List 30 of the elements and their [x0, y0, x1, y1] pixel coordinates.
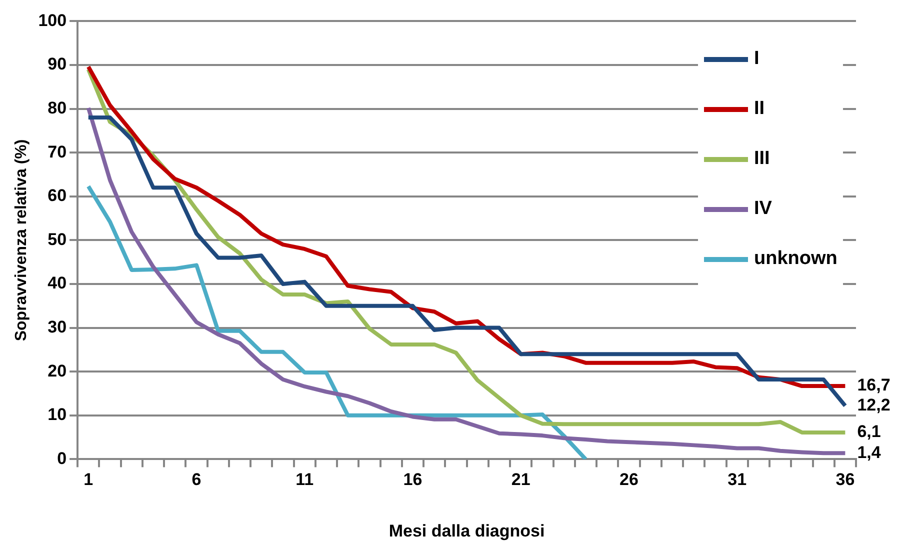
legend-label: IV: [754, 198, 772, 220]
legend-label: unknown: [754, 248, 838, 270]
y-tick-label: 0: [57, 448, 67, 468]
data-label: 6,1: [857, 422, 881, 442]
y-tick-label: 40: [48, 274, 67, 293]
x-tick-label: 26: [619, 470, 638, 490]
legend-label: II: [754, 98, 765, 120]
y-axis-title: Sopravvivenza relativa (%): [13, 139, 30, 342]
y-tick-label: 20: [48, 361, 67, 380]
x-tick-label: 6: [192, 470, 202, 490]
x-tick-label: 11: [296, 470, 314, 490]
y-tick-label: 60: [48, 186, 67, 206]
data-label: 1,4: [857, 442, 882, 462]
y-tick-label: 30: [48, 317, 67, 336]
x-tick-label: 1: [84, 470, 94, 490]
y-tick-label: 50: [48, 230, 67, 249]
y-tick-label: 80: [48, 98, 67, 118]
legend-label: III: [754, 148, 770, 170]
y-tick-label: 90: [48, 54, 67, 74]
x-tick-label: 21: [511, 470, 530, 490]
y-tick-label: 100: [38, 10, 67, 30]
y-tick-label: 70: [48, 142, 67, 162]
data-label: 16,7: [857, 376, 890, 395]
x-tick-label: 31: [728, 470, 747, 490]
x-tick-label: 16: [403, 470, 422, 490]
x-tick-label: 36: [836, 470, 855, 490]
data-label: 12,2: [857, 395, 890, 414]
y-tick-label: 10: [48, 405, 67, 424]
x-axis-title: Mesi dalla diagnosi: [388, 521, 545, 540]
legend-label: I: [754, 48, 760, 70]
